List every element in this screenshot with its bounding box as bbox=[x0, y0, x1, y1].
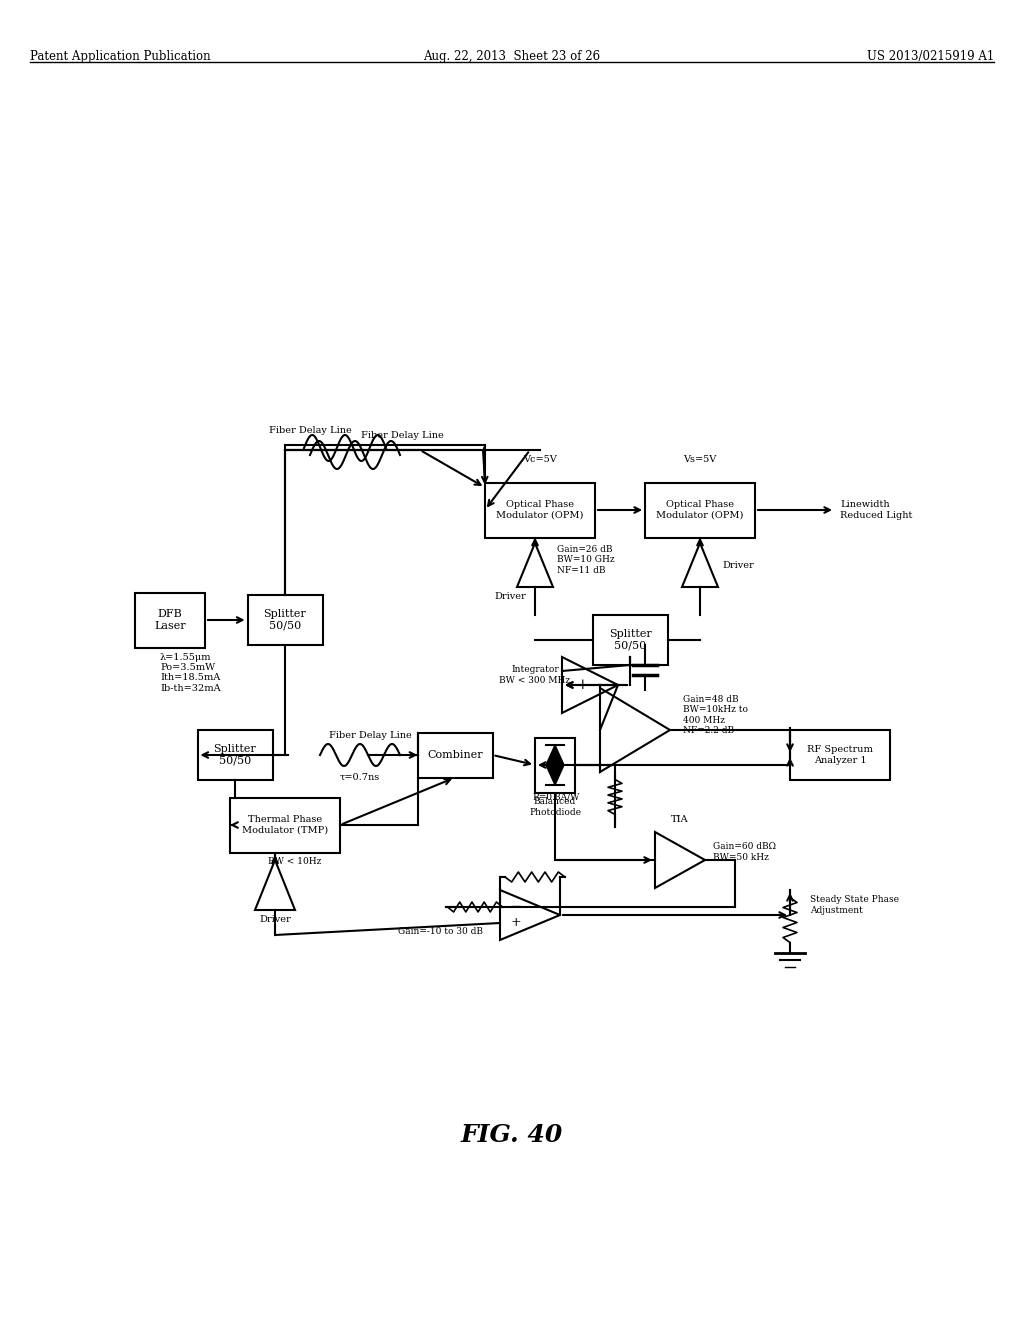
Text: +: + bbox=[511, 916, 521, 929]
Bar bbox=[198, 730, 272, 780]
Text: Splitter
50/50: Splitter 50/50 bbox=[263, 610, 306, 631]
Text: Thermal Phase
Modulator (TMP): Thermal Phase Modulator (TMP) bbox=[242, 816, 328, 834]
Text: Driver: Driver bbox=[495, 591, 526, 601]
Text: FIG. 40: FIG. 40 bbox=[461, 1123, 563, 1147]
Text: +: + bbox=[577, 678, 588, 692]
Bar bbox=[230, 797, 340, 853]
Bar bbox=[790, 730, 890, 780]
Text: λ=1.55μm
Po=3.5mW
Ith=18.5mA
Ib-th=32mA: λ=1.55μm Po=3.5mW Ith=18.5mA Ib-th=32mA bbox=[160, 652, 220, 693]
Text: Gain=26 dB
BW=10 GHz
NF=11 dB: Gain=26 dB BW=10 GHz NF=11 dB bbox=[557, 545, 614, 576]
Text: RF Spectrum
Analyzer 1: RF Spectrum Analyzer 1 bbox=[807, 746, 872, 764]
Text: US 2013/0215919 A1: US 2013/0215919 A1 bbox=[866, 50, 994, 63]
Bar bbox=[645, 483, 755, 537]
Bar bbox=[248, 595, 323, 645]
Text: Gain=48 dB
BW=10kHz to
400 MHz
NF=2.2 dB: Gain=48 dB BW=10kHz to 400 MHz NF=2.2 dB bbox=[683, 694, 748, 735]
Text: Patent Application Publication: Patent Application Publication bbox=[30, 50, 211, 63]
Text: R=0.8A/W: R=0.8A/W bbox=[532, 792, 580, 801]
Text: Balanced
Photodiode: Balanced Photodiode bbox=[529, 797, 581, 817]
Text: Fiber Delay Line: Fiber Delay Line bbox=[361, 432, 443, 440]
Text: TIA: TIA bbox=[671, 814, 689, 824]
Text: Fiber Delay Line: Fiber Delay Line bbox=[268, 426, 351, 436]
Text: Optical Phase
Modulator (OPM): Optical Phase Modulator (OPM) bbox=[656, 500, 743, 520]
Text: Fiber Delay Line: Fiber Delay Line bbox=[329, 731, 412, 741]
Text: Steady State Phase
Adjustment: Steady State Phase Adjustment bbox=[810, 895, 899, 915]
Text: Gain=-10 to 30 dB: Gain=-10 to 30 dB bbox=[397, 927, 482, 936]
Text: Linewidth
Reduced Light: Linewidth Reduced Light bbox=[840, 500, 912, 520]
Bar bbox=[535, 738, 575, 792]
Text: Integrator
BW < 300 MHz: Integrator BW < 300 MHz bbox=[500, 665, 570, 685]
Text: Gain=60 dBΩ
BW=50 kHz: Gain=60 dBΩ BW=50 kHz bbox=[713, 842, 776, 862]
Text: Splitter
50/50: Splitter 50/50 bbox=[214, 744, 256, 766]
Text: BW < 10Hz: BW < 10Hz bbox=[268, 858, 322, 866]
Polygon shape bbox=[546, 744, 564, 766]
Text: Vc=5V: Vc=5V bbox=[523, 455, 557, 465]
Text: DFB
Laser: DFB Laser bbox=[155, 610, 185, 631]
Text: Vs=5V: Vs=5V bbox=[683, 455, 717, 465]
Bar bbox=[485, 483, 595, 537]
Text: Splitter
50/50: Splitter 50/50 bbox=[608, 630, 651, 651]
Text: Driver: Driver bbox=[259, 915, 291, 924]
Text: Combiner: Combiner bbox=[427, 750, 482, 760]
Text: Aug. 22, 2013  Sheet 23 of 26: Aug. 22, 2013 Sheet 23 of 26 bbox=[424, 50, 600, 63]
Text: Driver: Driver bbox=[722, 561, 754, 569]
Text: τ=0.7ns: τ=0.7ns bbox=[340, 774, 380, 781]
Text: Optical Phase
Modulator (OPM): Optical Phase Modulator (OPM) bbox=[497, 500, 584, 520]
Bar bbox=[418, 733, 493, 777]
Polygon shape bbox=[546, 766, 564, 785]
Bar bbox=[593, 615, 668, 665]
Bar bbox=[135, 593, 205, 648]
Text: −: − bbox=[510, 900, 522, 913]
